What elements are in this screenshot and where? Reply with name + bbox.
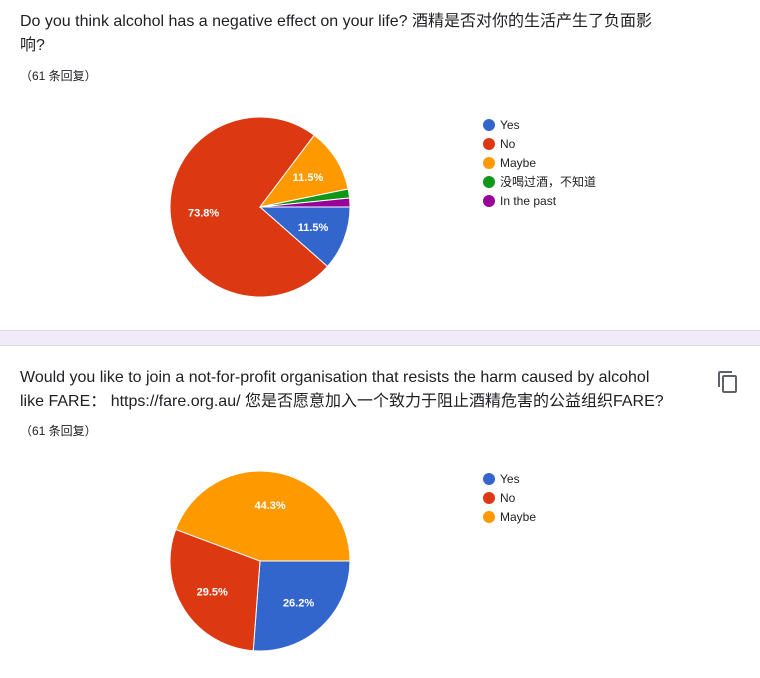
slice-label: 29.5% xyxy=(197,587,228,599)
pie-slice-yes[interactable] xyxy=(252,560,351,652)
legend-label: Maybe xyxy=(500,509,537,524)
question-title: Do you think alcohol has a negative effe… xyxy=(20,13,652,54)
legend-item[interactable]: 没喝过酒，不知道 xyxy=(483,172,596,191)
copy-icon[interactable] xyxy=(716,370,740,394)
slice-label: 11.5% xyxy=(298,222,329,234)
pie-chart: 11.5% 73.8% 11.5% xyxy=(169,116,351,298)
legend-item[interactable]: No xyxy=(483,134,596,153)
legend-item[interactable]: Yes xyxy=(483,115,596,134)
legend-swatch xyxy=(483,156,495,169)
legend-item[interactable]: Maybe xyxy=(483,507,536,526)
legend-swatch xyxy=(483,118,495,131)
legend-label: No xyxy=(500,490,516,505)
chart-legend: Yes No Maybe 没喝过酒，不知道 In the past xyxy=(483,115,596,210)
legend-swatch xyxy=(483,491,495,504)
response-count: （61 条回复） xyxy=(20,69,97,83)
legend-item[interactable]: No xyxy=(483,488,536,507)
legend-label: Yes xyxy=(500,471,520,486)
legend-label: Maybe xyxy=(500,155,537,170)
legend-item[interactable]: Maybe xyxy=(483,153,596,172)
legend-item[interactable]: In the past xyxy=(483,191,596,210)
pie-chart: 26.2% 29.5% 44.3% xyxy=(169,470,351,652)
slice-label: 44.3% xyxy=(254,500,285,512)
legend-label: Yes xyxy=(500,117,520,132)
slice-label: 26.2% xyxy=(283,598,314,610)
legend-label: 没喝过酒，不知道 xyxy=(500,175,597,189)
legend-label: No xyxy=(500,136,516,151)
legend-item[interactable]: Yes xyxy=(483,469,536,488)
question-card-2: Would you like to join a not-for-profit … xyxy=(0,346,760,678)
legend-swatch xyxy=(483,510,495,523)
slice-label: 73.8% xyxy=(188,208,219,220)
pie-slice-yes[interactable] xyxy=(258,206,351,268)
pie-slice-no[interactable] xyxy=(169,528,261,652)
question-title: Would you like to join a not-for-profit … xyxy=(20,369,664,410)
legend-swatch xyxy=(483,137,495,150)
slice-label: 11.5% xyxy=(293,172,324,184)
question-card-1: Do you think alcohol has a negative effe… xyxy=(0,0,760,330)
legend-swatch xyxy=(483,194,495,207)
pie-slice-in-the-past[interactable] xyxy=(259,197,351,208)
pie-slice-maybe[interactable] xyxy=(175,470,351,562)
legend-swatch xyxy=(483,175,495,188)
legend-swatch xyxy=(483,472,495,485)
pie-slice-no[interactable] xyxy=(169,116,329,298)
response-count: （61 条回复） xyxy=(20,424,97,438)
card-divider xyxy=(0,330,760,346)
legend-label: In the past xyxy=(500,193,557,208)
chart-legend: Yes No Maybe xyxy=(483,469,536,526)
pie-slice-maybe[interactable] xyxy=(258,134,349,208)
